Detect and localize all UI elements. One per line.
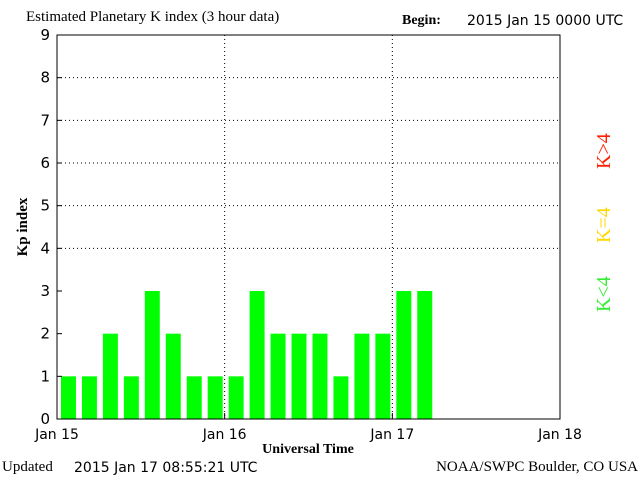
kp-bar (144, 291, 160, 419)
legend-equal-label: K=4 (593, 207, 615, 243)
kp-bar (123, 376, 139, 419)
kp-bar (333, 376, 349, 419)
kp-bar (417, 291, 433, 419)
y-tick-label: 4 (40, 239, 50, 257)
x-tick-label: Jan 16 (202, 427, 247, 443)
begin-value: 2015 Jan 15 0000 UTC (467, 13, 624, 29)
kp-bar (375, 333, 391, 419)
y-axis-ticks: 0 1 2 3 4 5 6 7 8 9 (40, 26, 62, 428)
chart-title: Estimated Planetary K index (3 hour data… (26, 9, 280, 25)
y-tick-label: 6 (40, 154, 50, 172)
updated-value: 2015 Jan 17 08:55:21 UTC (74, 460, 258, 476)
x-tick-label: Jan 17 (369, 427, 414, 443)
y-tick-label: 2 (40, 325, 50, 343)
kp-bar (291, 333, 307, 419)
kp-bar (61, 376, 76, 419)
x-axis-ticks: Jan 15 Jan 16 Jan 17 Jan 18 (34, 413, 582, 443)
plot-frame (56, 34, 561, 420)
y-axis-label: Kp index (15, 197, 31, 256)
legend-below-label: K<4 (593, 276, 615, 312)
y-tick-label: 0 (40, 410, 50, 428)
kp-bar (186, 376, 202, 419)
kp-bar (312, 333, 328, 419)
kp-bar (270, 333, 286, 419)
kp-bar (207, 376, 223, 419)
grid-lines (57, 35, 560, 419)
y-tick-label: 8 (40, 69, 50, 87)
kp-bar (102, 333, 118, 419)
y-tick-label: 7 (40, 111, 50, 129)
kp-bar (228, 376, 244, 419)
kp-bar (81, 376, 97, 419)
credit-label: NOAA/SWPC Boulder, CO USA (436, 459, 638, 475)
kp-bar (249, 291, 265, 419)
x-tick-label: Jan 18 (537, 427, 582, 443)
y-tick-label: 3 (40, 282, 50, 300)
kp-bar (396, 291, 412, 419)
begin-label: Begin: (402, 13, 441, 28)
kp-bar (165, 333, 181, 419)
x-axis-label: Universal Time (262, 442, 354, 457)
kp-bar (354, 333, 370, 419)
y-tick-label: 5 (40, 197, 50, 215)
y-tick-label: 9 (40, 26, 50, 44)
legend-above-label: K>4 (593, 133, 615, 169)
bar-series (61, 291, 433, 419)
updated-label: Updated (2, 459, 53, 475)
y-tick-label: 1 (40, 367, 50, 385)
x-tick-label: Jan 15 (34, 427, 79, 443)
